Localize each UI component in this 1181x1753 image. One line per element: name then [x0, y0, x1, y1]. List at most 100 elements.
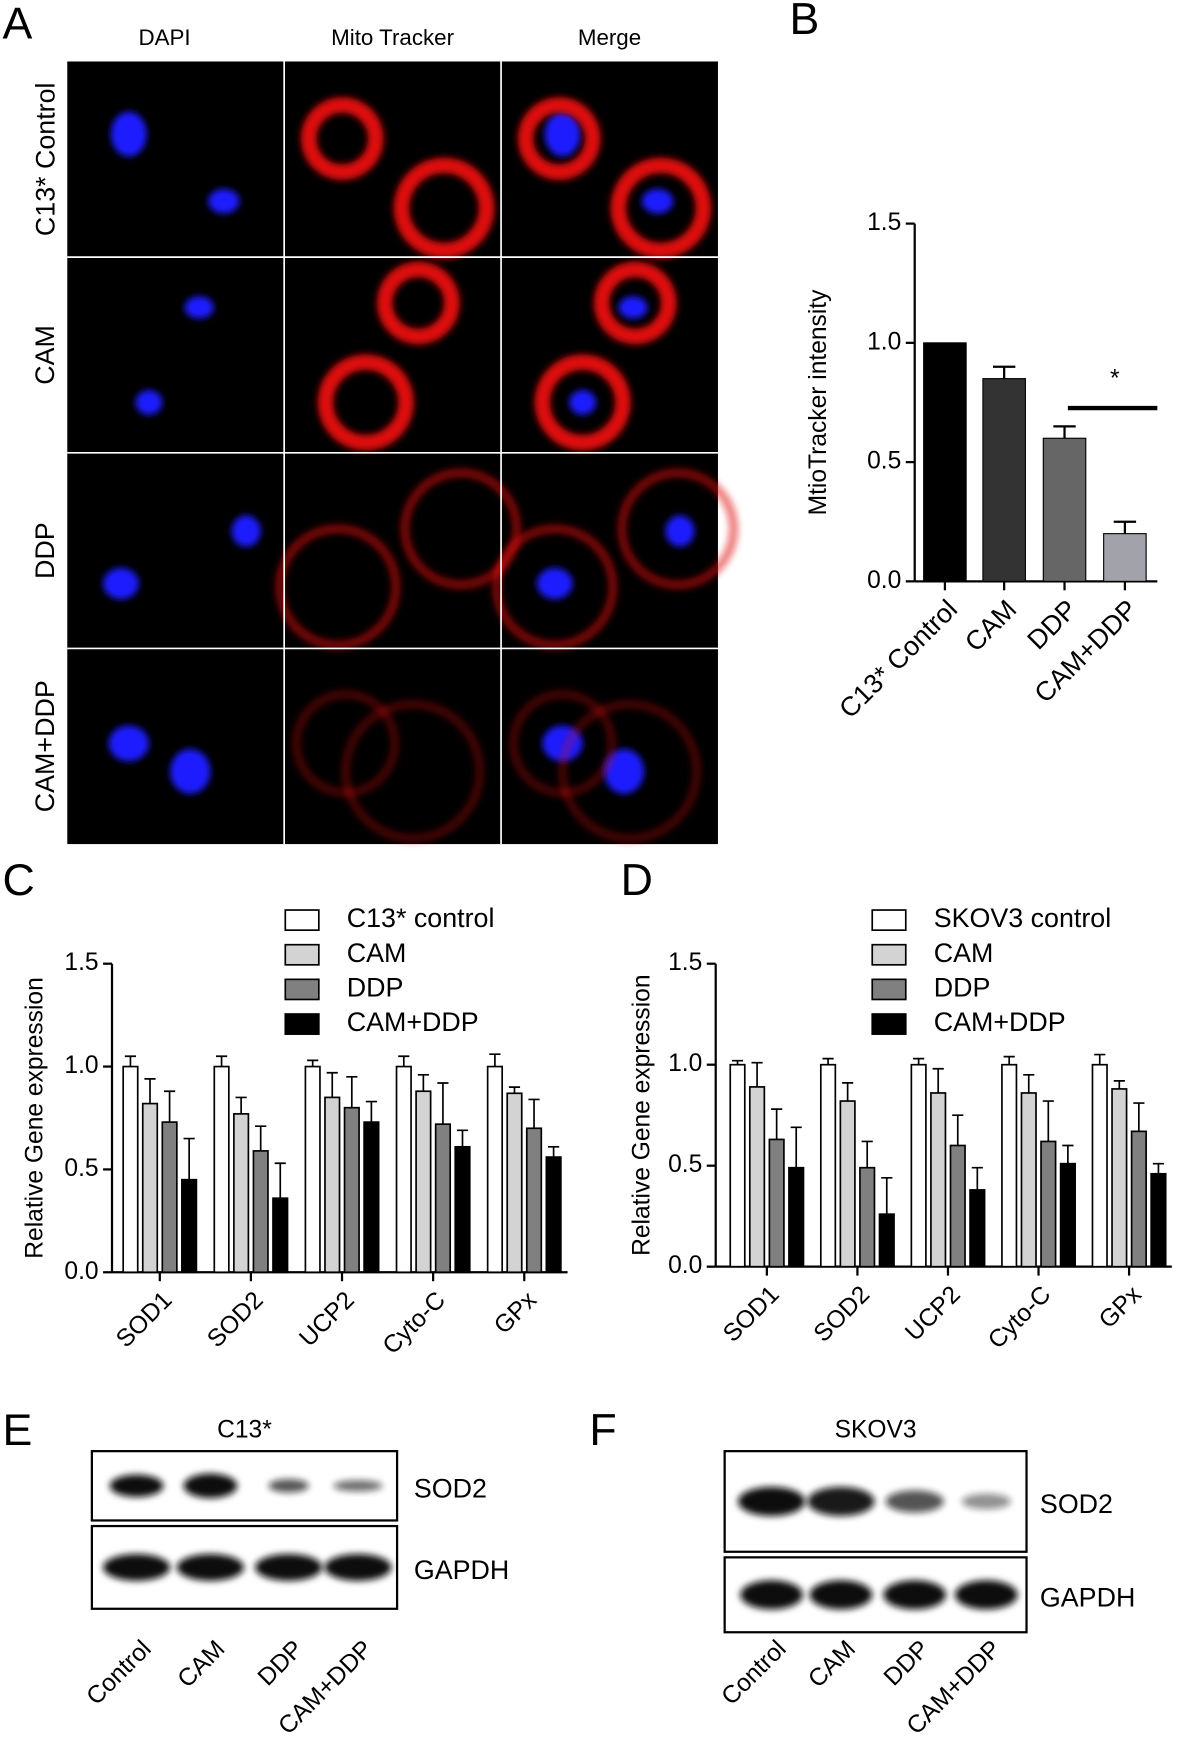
mito-ring	[275, 524, 401, 650]
error-bar	[365, 1100, 377, 1123]
nucleus	[603, 749, 645, 794]
mito-ring	[393, 157, 495, 259]
error-bar	[489, 1053, 501, 1067]
mito-ring	[492, 524, 618, 650]
bar	[1059, 1162, 1076, 1268]
bar	[1042, 437, 1087, 582]
y-tick-label: 0.0	[867, 567, 901, 594]
mito-ring	[593, 261, 677, 345]
bar	[923, 342, 967, 582]
y-tick-label: 1.0	[668, 1050, 702, 1077]
annotation: *	[1110, 366, 1120, 393]
bar	[839, 1100, 856, 1268]
nucleus	[103, 567, 139, 600]
blot-band	[738, 1486, 806, 1516]
error-bar	[215, 1055, 228, 1067]
error-bar	[1062, 1144, 1074, 1164]
y-tick-label: 0.5	[64, 1155, 98, 1182]
x-tick-label: SOD2	[809, 1281, 875, 1347]
legend-label: DDP	[934, 973, 991, 1003]
bar	[454, 1145, 471, 1274]
bar	[141, 1102, 159, 1274]
legend-swatch	[284, 943, 320, 966]
lane-label: DDP	[253, 1635, 309, 1691]
legend-swatch	[871, 943, 907, 966]
error-bar	[771, 1108, 783, 1140]
error-bar	[1113, 1080, 1125, 1089]
error-bar	[437, 1082, 449, 1125]
legend-label: SKOV3 control	[934, 903, 1111, 933]
nucleus	[665, 515, 695, 547]
blot-band	[954, 1580, 1018, 1610]
error-bar	[992, 365, 1016, 379]
blot-band	[740, 1580, 803, 1610]
bar	[748, 1086, 766, 1268]
blot-band	[807, 1486, 875, 1516]
nucleus	[544, 111, 581, 157]
nucleus	[569, 390, 597, 415]
band-label: SOD2	[1040, 1489, 1113, 1519]
panel-label: E	[2, 1406, 32, 1455]
error-bar	[952, 1114, 964, 1146]
nucleus	[108, 725, 149, 762]
bar	[343, 1106, 360, 1274]
band-label: GAPDH	[1040, 1582, 1135, 1612]
x-tick-label: Cyto-C	[983, 1281, 1056, 1354]
error-bar	[417, 1073, 429, 1092]
legend-label: DDP	[347, 973, 404, 1003]
y-tick-label: 1.0	[64, 1052, 98, 1079]
error-bar	[1152, 1162, 1165, 1174]
nucleus	[184, 296, 214, 319]
error-bar	[163, 1090, 176, 1123]
error-bar	[307, 1059, 319, 1067]
row-label: C13* Control	[30, 83, 60, 237]
bar	[930, 1092, 947, 1268]
blot-band	[883, 1580, 947, 1610]
bar	[415, 1090, 432, 1274]
x-tick-label: Cyto-C	[378, 1287, 451, 1360]
error-bar	[255, 1125, 267, 1151]
blot-title: C13*	[217, 1417, 272, 1444]
error-bar	[1094, 1053, 1106, 1065]
bar	[122, 1065, 139, 1274]
error-bar	[790, 1126, 802, 1168]
x-tick-label: CAM	[959, 594, 1022, 657]
y-tick-label: 0.5	[867, 448, 901, 475]
bar	[161, 1121, 178, 1274]
lane-label: Control	[717, 1635, 792, 1710]
y-tick-label: 1.5	[867, 209, 901, 236]
bar	[878, 1213, 895, 1268]
nucleus	[641, 188, 674, 214]
blot-band	[176, 1553, 244, 1581]
error-bar	[274, 1162, 286, 1199]
row-label: CAM+DDP	[30, 680, 60, 812]
error-bar	[124, 1055, 137, 1067]
bar	[304, 1065, 321, 1274]
error-bar	[456, 1129, 469, 1147]
nucleus	[208, 188, 240, 214]
nucleus	[618, 296, 648, 319]
bar	[545, 1156, 562, 1274]
error-bar	[508, 1086, 521, 1094]
nucleus	[231, 515, 261, 547]
error-bar	[971, 1166, 983, 1190]
legend-swatch	[284, 978, 320, 1001]
bar	[1091, 1063, 1108, 1268]
x-tick-label: GPx	[1094, 1281, 1147, 1334]
mito-ring	[400, 468, 522, 590]
bar	[910, 1063, 927, 1268]
bar	[819, 1063, 837, 1268]
y-axis-label: Relative Gene expression	[629, 974, 656, 1255]
mito-ring	[341, 699, 485, 843]
bar	[729, 1063, 746, 1268]
bar	[213, 1065, 230, 1274]
x-tick-label: SOD1	[718, 1281, 784, 1347]
mito-ring	[610, 157, 712, 259]
panel-label: D	[621, 856, 653, 905]
error-bar	[346, 1076, 358, 1108]
bar	[1020, 1092, 1037, 1268]
bar	[363, 1121, 380, 1274]
x-tick-label: UCP2	[294, 1287, 359, 1352]
y-axis-label: MtioTracker intensity	[805, 289, 832, 516]
bar	[982, 378, 1026, 582]
